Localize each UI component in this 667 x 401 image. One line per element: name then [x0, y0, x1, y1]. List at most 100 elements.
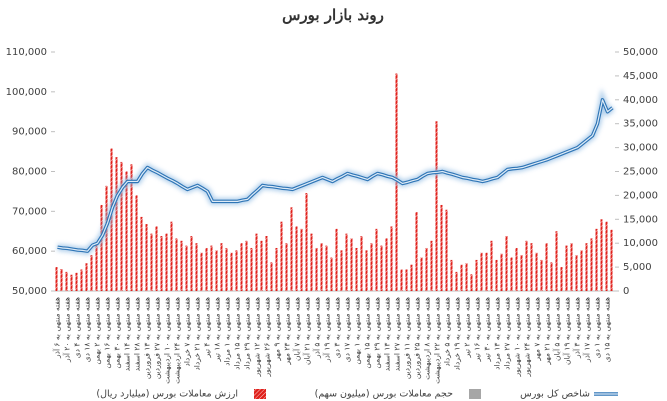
bar: [600, 219, 603, 291]
x-tick-label: هفته منتهی به ۱۵ مرداد: [233, 297, 242, 370]
bar: [280, 221, 283, 291]
bar: [535, 252, 538, 291]
x-tick-label: هفته منتهی به ۱۰ شهریور: [513, 297, 522, 378]
bar: [305, 193, 308, 291]
bar: [505, 236, 508, 291]
bar: [335, 228, 338, 291]
x-tick-label: هفته منتهی به ۲۹ بهمن: [373, 297, 382, 369]
chart-title: روند بازار بورس: [282, 6, 384, 24]
bar: [170, 221, 173, 291]
bar: [515, 247, 518, 291]
x-tick-label: هفته منتهی به ۴ تیر: [203, 297, 212, 358]
bar: [160, 236, 163, 291]
bar: [230, 252, 233, 291]
line-core: [57, 99, 613, 252]
y2-tick-label: 35,000: [623, 119, 658, 130]
bar: [85, 263, 88, 291]
legend-label: حجم معاملات بورس (میلیون سهم): [315, 389, 453, 400]
bar: [475, 259, 478, 291]
x-tick-label: هفته منتهی به ۳۰ تیر: [483, 297, 492, 363]
bar: [265, 236, 268, 291]
bar: [430, 240, 433, 291]
x-tick-label: هفته منتهی به ۳۰ بهمن: [113, 297, 122, 369]
bar: [495, 259, 498, 291]
bar: [435, 121, 438, 291]
bar: [370, 243, 373, 291]
x-tick-label: هفته منتهی به ۷ مهر: [533, 297, 542, 362]
bar: [450, 259, 453, 291]
bar: [210, 245, 213, 291]
bar: [390, 226, 393, 291]
bar: [400, 269, 403, 291]
bar: [440, 204, 443, 291]
bar: [580, 250, 583, 291]
y2-tick-label: 15,000: [623, 214, 658, 225]
x-tick-label: هفته منتهی به ۲ تیر: [463, 297, 472, 358]
bar: [270, 262, 273, 291]
x-tick-label: هفته منتهی به ۲۱ خرداد: [193, 297, 202, 371]
bar: [180, 240, 183, 291]
x-tick-label: هفته منتهی به ۱۹ آبان: [562, 297, 572, 365]
bar: [605, 221, 608, 291]
y2-tick-label: 40,000: [623, 95, 658, 106]
bar: [60, 269, 63, 291]
bar: [545, 243, 548, 291]
bar: [330, 257, 333, 291]
x-tick-label: هفته منتهی به ۲۱ آبان: [302, 297, 312, 365]
bar: [125, 171, 128, 291]
bar: [445, 209, 448, 291]
x-tick-label: هفته منتهی به ۱۴ اسفند: [123, 297, 132, 371]
bar: [480, 252, 483, 291]
bar: [220, 243, 223, 291]
bar: [275, 247, 278, 291]
bar: [610, 229, 613, 291]
bar: [355, 247, 358, 291]
bar: [80, 269, 83, 291]
y-tick-label: 80,000: [12, 167, 47, 178]
bar: [575, 255, 578, 291]
bar: [385, 238, 388, 291]
x-tick-label: هفته منتهی به ۲۰ آذر: [62, 297, 72, 363]
bar: [105, 185, 108, 291]
x-tick-label: هفته منتهی به ۱۲ شهریور: [253, 297, 262, 378]
x-tick-label: هفته منتهی به ۱۷ دی: [343, 297, 352, 362]
bar: [190, 236, 193, 291]
bar: [345, 233, 348, 291]
bar: [555, 231, 558, 291]
y2-tick-label: 20,000: [623, 190, 658, 201]
bar: [425, 247, 428, 291]
bar: [550, 262, 553, 291]
legend-swatch: [469, 389, 481, 399]
x-tick-label: هفته منتهی به ۱۸ دی: [83, 297, 92, 362]
x-tick-label: هفته منتهی به ۵ خرداد: [443, 297, 452, 367]
x-tick-label: هفته منتهی به ۱۵ بهمن: [363, 297, 372, 369]
y2-tick-label: 0: [623, 286, 629, 297]
bar: [300, 228, 303, 291]
x-tick-label: هفته منتهی به ۱۳ اسفند: [383, 297, 392, 371]
bar: [365, 250, 368, 291]
bar: [260, 240, 263, 291]
y-tick-label: 70,000: [12, 206, 47, 217]
y2-tick-label: 25,000: [623, 167, 658, 178]
bar: [375, 228, 378, 291]
y-tick-label: 100,000: [6, 87, 47, 98]
y2-tick-label: 10,000: [623, 238, 658, 249]
bar: [55, 267, 58, 291]
bar: [235, 250, 238, 291]
bar: [290, 207, 293, 291]
y-tick-label: 60,000: [12, 246, 47, 257]
x-tick-label: هفته منتهی به ۲۵ فروردین: [413, 297, 422, 379]
x-tick-label: هفته منتهی به ۱۷ آذر: [582, 297, 592, 363]
x-tick-label: هفته منتهی به ۱۶ بهمن: [103, 297, 112, 369]
bar: [565, 245, 568, 291]
bar: [460, 264, 463, 291]
bar: [200, 252, 203, 291]
bar: [340, 250, 343, 291]
x-tick-label: هفته منتهی به ۱۹ آذر: [322, 297, 332, 363]
bar: [455, 271, 458, 291]
x-tick-label: هفته منتهی به ۲۷ فروردین: [153, 297, 162, 379]
bar: [315, 247, 318, 291]
bar: [240, 243, 243, 291]
bar: [120, 161, 123, 291]
